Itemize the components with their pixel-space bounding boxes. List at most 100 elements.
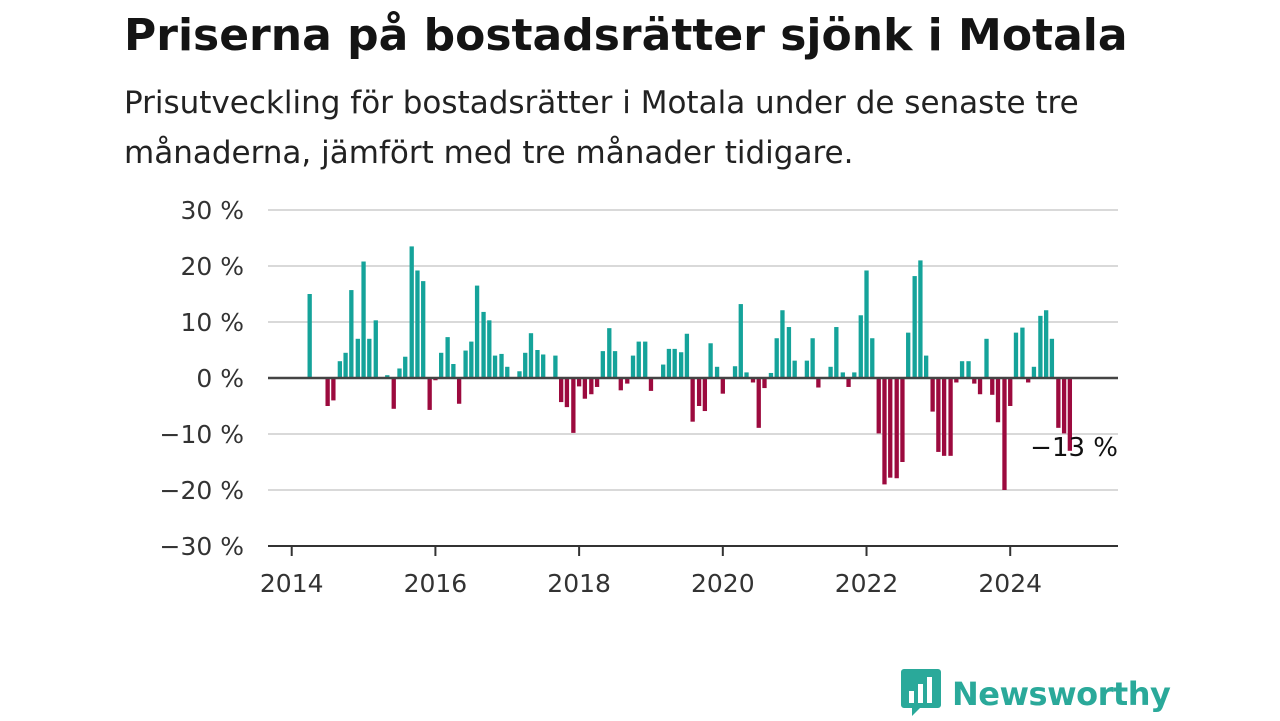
bar xyxy=(1061,378,1067,434)
bar xyxy=(535,350,540,378)
bar-chart: 30 %20 %10 %0 %−10 %−20 %−30 % 2014 2016 2… xyxy=(160,196,1118,598)
y-axis-tick-labels: 30 % 20 % 10 % 0 % −10 % −20 % −30 % xyxy=(160,196,244,561)
bar xyxy=(445,337,450,378)
bar xyxy=(918,260,923,378)
bar xyxy=(1013,332,1019,378)
x-tick-label: 2016 xyxy=(404,569,468,598)
bar xyxy=(1056,378,1061,428)
x-axis-ticks: 2014 2016 2018 2020 2022 2024 xyxy=(260,546,1042,598)
bar xyxy=(337,361,343,378)
y-tick-label: 10 % xyxy=(180,308,244,337)
bar xyxy=(469,341,474,378)
bar xyxy=(720,378,725,394)
bar xyxy=(804,360,810,378)
brand-name: Newsworthy xyxy=(952,675,1171,713)
bar xyxy=(828,366,833,378)
bar xyxy=(559,378,564,403)
y-tick-label: −10 % xyxy=(160,420,244,449)
bar xyxy=(1038,315,1043,378)
bar xyxy=(643,341,648,378)
bar xyxy=(666,348,672,378)
bar xyxy=(481,311,486,378)
bar xyxy=(894,378,899,479)
x-tick-label: 2014 xyxy=(260,569,324,598)
bar xyxy=(852,372,857,378)
bar xyxy=(738,304,743,378)
bar xyxy=(750,378,756,383)
bar xyxy=(876,378,881,434)
bar xyxy=(924,355,929,378)
bar xyxy=(834,327,839,378)
bar xyxy=(1031,366,1037,378)
bar xyxy=(331,378,336,401)
newsworthy-logo: Newsworthy xyxy=(900,667,1171,721)
bar xyxy=(349,290,354,378)
bar xyxy=(373,320,378,378)
bar xyxy=(762,378,767,389)
bar xyxy=(582,378,588,399)
y-tick-label: 20 % xyxy=(180,252,244,281)
last-value-annotation: −13 % xyxy=(1030,433,1118,463)
bar xyxy=(696,378,702,406)
bar xyxy=(499,353,504,378)
bar xyxy=(858,315,863,378)
bar xyxy=(774,338,779,378)
bar xyxy=(714,366,720,378)
bar xyxy=(990,378,995,395)
bar xyxy=(385,375,390,378)
bar xyxy=(846,378,851,387)
bar xyxy=(451,364,456,378)
bar xyxy=(768,372,774,378)
bar xyxy=(888,378,893,478)
bar xyxy=(744,372,749,378)
grid-lines xyxy=(268,209,1118,491)
bar xyxy=(439,352,444,378)
y-tick-label: 30 % xyxy=(180,196,244,225)
bar xyxy=(456,378,462,404)
bar xyxy=(487,320,492,378)
bar xyxy=(1026,378,1031,383)
y-tick-label: −30 % xyxy=(160,532,244,561)
bar xyxy=(612,351,618,378)
bar xyxy=(936,378,941,452)
bar xyxy=(415,270,420,378)
bar xyxy=(355,338,360,378)
bar xyxy=(325,378,330,406)
bar xyxy=(391,378,396,409)
bar xyxy=(403,356,408,378)
x-tick-label: 2024 xyxy=(978,569,1042,598)
bar xyxy=(816,378,821,388)
bar xyxy=(661,364,666,378)
bar xyxy=(600,351,605,378)
bar xyxy=(343,352,348,378)
bar xyxy=(678,352,684,378)
bar xyxy=(690,378,695,422)
bar xyxy=(1049,338,1055,378)
bar xyxy=(995,378,1001,423)
bar xyxy=(906,332,911,378)
bar xyxy=(636,341,641,378)
bar xyxy=(732,366,738,378)
bar xyxy=(941,378,947,456)
bar xyxy=(409,246,414,378)
bar xyxy=(474,285,480,378)
bar xyxy=(528,333,534,378)
bar xyxy=(307,294,312,378)
y-tick-label: 0 % xyxy=(196,364,244,393)
bar xyxy=(756,378,761,428)
x-tick-label: 2022 xyxy=(835,569,899,598)
x-tick-label: 2018 xyxy=(547,569,611,598)
bar xyxy=(463,350,468,378)
bar xyxy=(912,276,917,378)
bar xyxy=(966,361,971,378)
bar xyxy=(618,378,623,391)
bar xyxy=(702,378,708,412)
bar xyxy=(541,354,546,378)
bar xyxy=(1008,378,1013,406)
bar xyxy=(576,378,582,387)
newsworthy-chat-bars-icon xyxy=(900,667,942,721)
bar xyxy=(786,327,792,378)
bar xyxy=(505,366,510,378)
bar xyxy=(625,378,630,384)
bar xyxy=(977,378,983,395)
